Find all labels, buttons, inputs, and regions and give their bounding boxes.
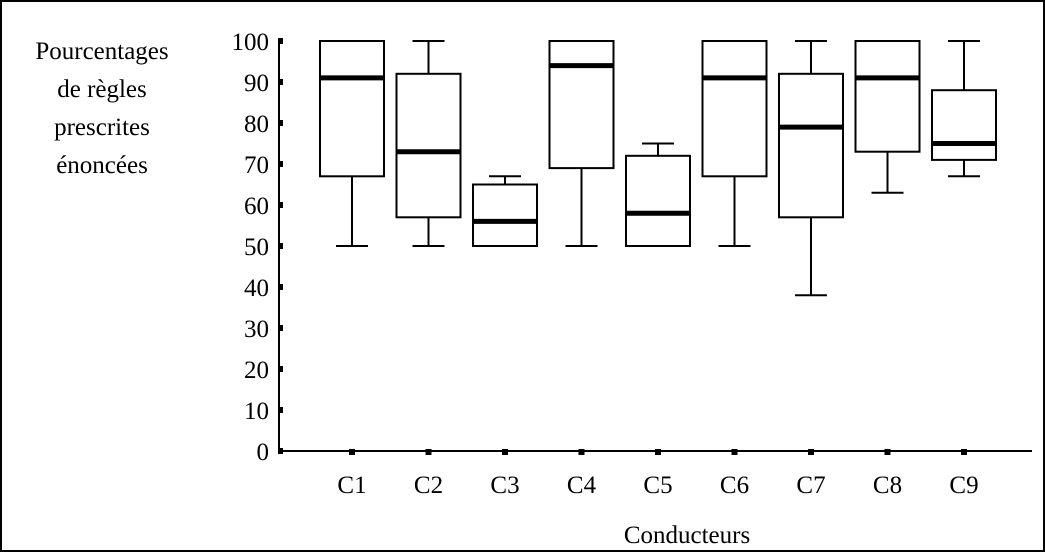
box-c1 <box>319 40 385 247</box>
y-tick-label: 10 <box>244 398 269 425</box>
x-axis-title: Conducteurs <box>624 522 750 549</box>
box-c7 <box>778 40 844 297</box>
y-tick-mark <box>278 407 283 413</box>
y-axis-ticks: 0 10 20 30 40 50 60 70 80 90 100 <box>232 29 283 466</box>
y-tick-mark <box>278 161 283 167</box>
y-tick-mark <box>278 243 283 249</box>
box-c4 <box>548 40 615 247</box>
box-c2 <box>395 40 462 247</box>
x-category-label: C4 <box>567 472 597 499</box>
box-c6 <box>701 40 768 247</box>
y-tick-label: 90 <box>244 70 269 97</box>
y-axis-title-line: énoncées <box>56 152 148 179</box>
x-axis-categories: C1 C2 C3 C4 C5 C6 C7 C8 C9 <box>337 449 979 499</box>
y-tick-mark <box>278 79 283 85</box>
x-tick-mark <box>808 449 814 455</box>
x-category-label: C3 <box>490 472 519 499</box>
box-iqr <box>319 40 385 178</box>
y-tick-label: 20 <box>244 357 269 384</box>
box-iqr <box>548 40 615 170</box>
x-category-label: C9 <box>949 472 978 499</box>
y-tick-label: 70 <box>244 152 269 179</box>
x-category-label: C5 <box>643 472 672 499</box>
box-iqr <box>395 72 462 219</box>
x-category-label: C6 <box>720 472 749 499</box>
box-c3 <box>472 175 538 247</box>
x-tick-mark <box>961 449 967 455</box>
box-iqr <box>625 154 691 247</box>
y-tick-mark <box>278 366 283 372</box>
box-iqr <box>472 183 538 247</box>
box-iqr <box>854 40 921 153</box>
y-axis-title-line: Pourcentages <box>35 38 168 65</box>
box-iqr <box>701 40 768 178</box>
y-tick-mark <box>278 202 283 208</box>
y-axis-title-line: prescrites <box>54 114 150 141</box>
y-tick-label: 40 <box>244 275 269 302</box>
box-c9 <box>931 40 997 178</box>
y-tick-mark <box>278 284 283 290</box>
box-iqr <box>931 89 997 161</box>
box-c5 <box>625 142 691 247</box>
x-tick-mark <box>731 449 738 455</box>
x-category-label: C2 <box>414 472 443 499</box>
x-tick-mark <box>578 449 585 455</box>
y-tick-label: 100 <box>232 29 270 56</box>
x-category-label: C1 <box>337 472 366 499</box>
y-tick-mark <box>278 120 283 126</box>
box-series <box>319 40 997 297</box>
x-tick-mark <box>502 449 508 455</box>
y-tick-mark <box>278 38 283 44</box>
x-category-label: C8 <box>873 472 902 499</box>
y-axis-title: Pourcentages de règles prescrites énoncées <box>35 38 168 179</box>
x-tick-mark <box>425 449 432 455</box>
y-tick-label: 0 <box>257 439 270 466</box>
y-tick-label: 80 <box>244 111 269 138</box>
box-iqr <box>778 72 844 219</box>
x-tick-mark <box>349 449 355 455</box>
x-category-label: C7 <box>796 472 825 499</box>
x-tick-mark <box>655 449 661 455</box>
y-tick-label: 50 <box>244 234 269 261</box>
y-tick-label: 60 <box>244 193 269 220</box>
box-c8 <box>854 40 921 194</box>
x-tick-mark <box>884 449 891 455</box>
y-tick-mark <box>278 448 283 454</box>
y-tick-mark <box>278 325 283 331</box>
y-tick-label: 30 <box>244 316 269 343</box>
y-axis-title-line: de règles <box>57 76 147 103</box>
